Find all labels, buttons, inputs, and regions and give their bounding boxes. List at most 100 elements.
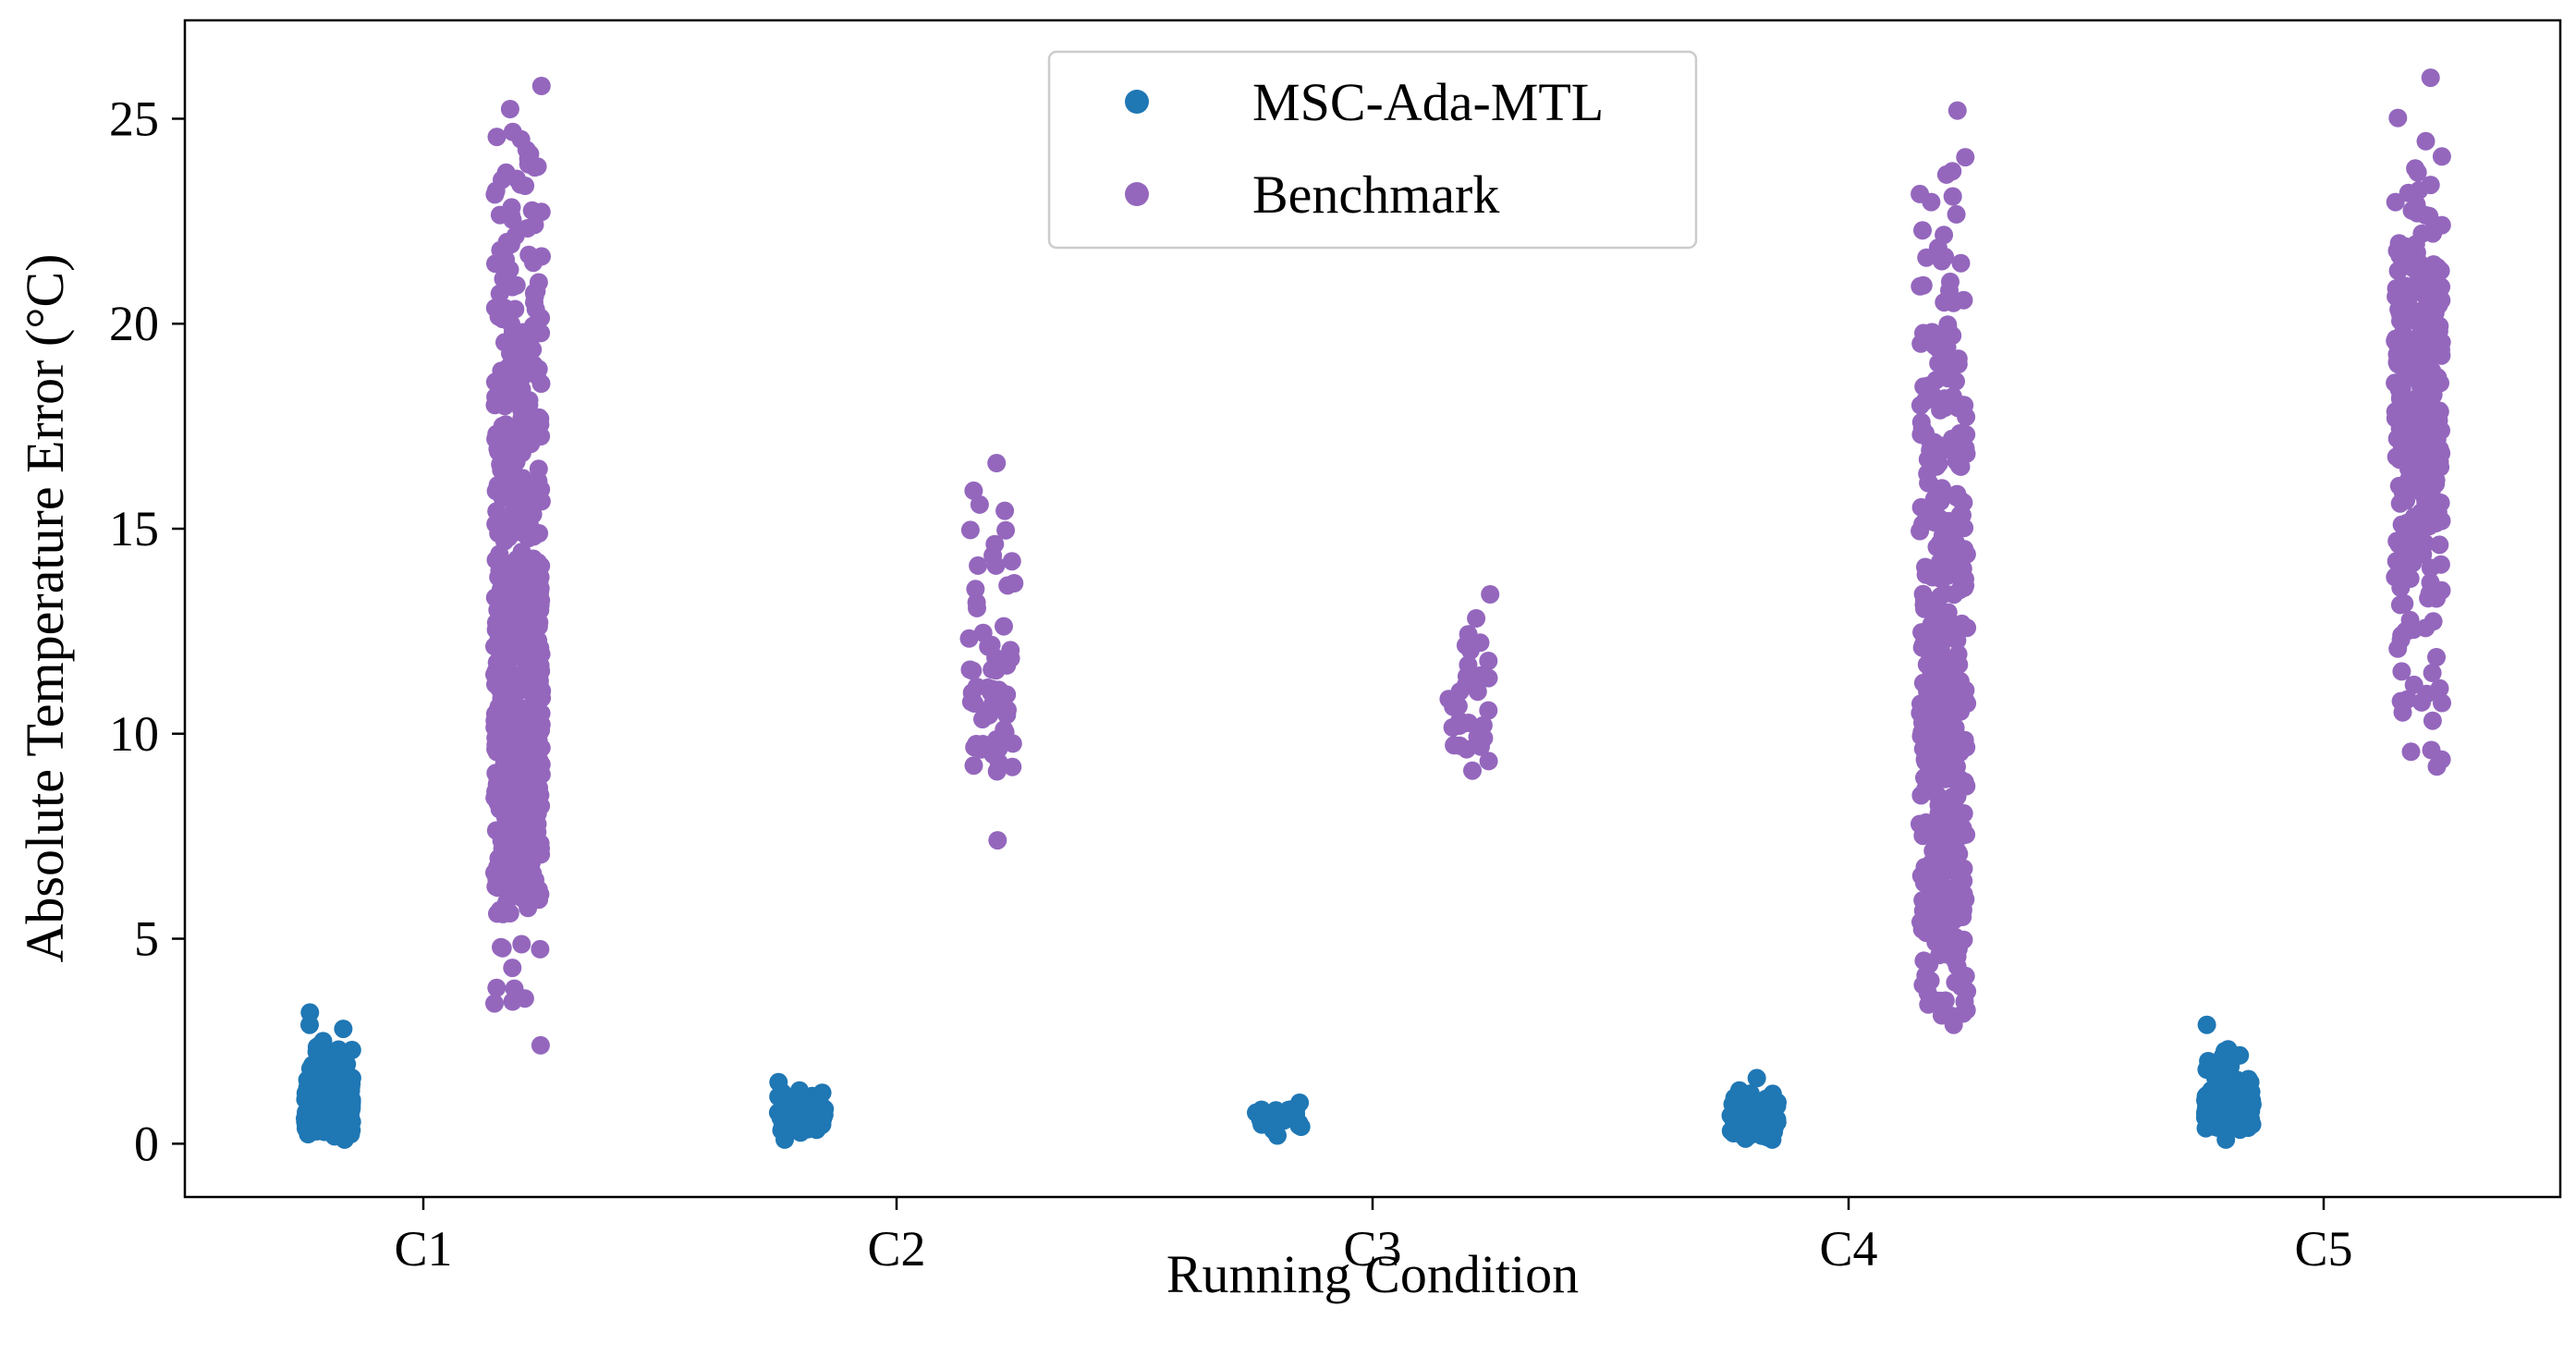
point-benchmark-c2 (960, 520, 980, 540)
point-benchmark-c2 (967, 678, 986, 697)
point-benchmark-c4 (1935, 247, 1955, 266)
point-benchmark-c4 (1944, 1015, 1963, 1034)
point-benchmark-c2 (995, 617, 1013, 636)
point-benchmark-c2 (983, 695, 1002, 715)
point-benchmark-c5 (2421, 573, 2440, 592)
point-benchmark-c4 (1948, 644, 1968, 664)
legend-marker-benchmark (1125, 182, 1149, 206)
point-benchmark-c5 (2422, 740, 2441, 760)
point-benchmark-c1 (523, 618, 543, 637)
point-benchmark-c1 (490, 698, 509, 717)
point-benchmark-c1 (507, 881, 527, 900)
point-benchmark-c4 (1948, 355, 1968, 373)
point-benchmark-c5 (2409, 468, 2428, 486)
point-benchmark-c1 (487, 978, 507, 997)
legend-label-msc-ada-mtl: MSC-Ada-MTL (1252, 72, 1604, 132)
y-tick-label-25: 25 (109, 91, 159, 146)
point-msc-ada-mtl-c2 (810, 1088, 828, 1107)
point-benchmark-c4 (1943, 788, 1962, 807)
point-msc-ada-mtl-c4 (1747, 1069, 1766, 1088)
point-msc-ada-mtl-c1 (305, 1112, 324, 1131)
point-benchmark-c4 (1958, 982, 1977, 1001)
point-benchmark-c4 (1929, 354, 1948, 373)
point-benchmark-c1 (497, 232, 517, 251)
point-benchmark-c1 (511, 751, 531, 770)
point-msc-ada-mtl-c2 (787, 1097, 806, 1117)
point-msc-ada-mtl-c1 (331, 1049, 350, 1069)
point-benchmark-c1 (531, 309, 551, 327)
point-benchmark-c1 (524, 549, 543, 568)
point-msc-ada-mtl-c3 (1252, 1113, 1272, 1132)
point-benchmark-c1 (529, 273, 548, 292)
point-benchmark-c5 (2417, 684, 2436, 703)
legend: MSC-Ada-MTL Benchmark (1047, 50, 1698, 250)
point-benchmark-c5 (2432, 147, 2451, 166)
point-benchmark-c1 (485, 994, 504, 1013)
point-benchmark-c1 (496, 808, 515, 827)
point-benchmark-c2 (988, 831, 1007, 850)
point-msc-ada-mtl-c1 (300, 1015, 319, 1034)
point-benchmark-c2 (987, 454, 1007, 472)
point-benchmark-c2 (995, 501, 1015, 520)
point-benchmark-c4 (1940, 281, 1959, 300)
point-benchmark-c2 (1002, 552, 1021, 571)
point-benchmark-c5 (2392, 662, 2411, 681)
point-benchmark-c4 (1947, 484, 1967, 504)
point-msc-ada-mtl-c1 (335, 1130, 354, 1149)
point-benchmark-c3 (1479, 652, 1498, 670)
y-axis-title: Absolute Temperature Error (°C) (15, 254, 75, 963)
point-benchmark-c1 (485, 299, 505, 318)
point-benchmark-c1 (486, 550, 506, 569)
point-benchmark-c3 (1479, 751, 1498, 771)
point-benchmark-c4 (1943, 187, 1962, 206)
point-benchmark-c2 (969, 556, 988, 575)
point-benchmark-c1 (524, 527, 543, 546)
point-benchmark-c4 (1930, 661, 1949, 680)
point-benchmark-c5 (2395, 594, 2414, 613)
point-benchmark-c1 (485, 396, 505, 415)
point-benchmark-c1 (531, 202, 551, 222)
point-benchmark-c1 (487, 128, 507, 147)
point-benchmark-c2 (996, 520, 1016, 540)
point-benchmark-c1 (510, 732, 530, 751)
point-msc-ada-mtl-c3 (1290, 1093, 1310, 1112)
point-benchmark-c4 (1925, 638, 1945, 656)
point-benchmark-c5 (2421, 558, 2440, 578)
point-benchmark-c4 (1912, 920, 1932, 939)
point-benchmark-c4 (1957, 1000, 1976, 1020)
point-benchmark-c2 (959, 629, 979, 648)
point-benchmark-c5 (2418, 426, 2436, 446)
point-benchmark-c1 (490, 205, 509, 225)
point-benchmark-c5 (2423, 404, 2443, 423)
point-benchmark-c5 (2386, 409, 2405, 428)
point-benchmark-c1 (491, 566, 510, 584)
point-benchmark-c4 (1913, 221, 1932, 240)
point-msc-ada-mtl-c5 (2218, 1040, 2238, 1059)
point-benchmark-c3 (1448, 696, 1468, 715)
point-benchmark-c4 (1913, 891, 1933, 910)
point-benchmark-c5 (2411, 532, 2431, 552)
point-benchmark-c1 (531, 77, 551, 95)
point-benchmark-c5 (2402, 429, 2422, 448)
y-tick-label-0: 0 (134, 1116, 159, 1171)
point-benchmark-c4 (1911, 334, 1931, 353)
point-benchmark-c4 (1911, 396, 1930, 415)
point-benchmark-c4 (1928, 881, 1947, 900)
point-benchmark-c4 (1911, 786, 1931, 805)
point-benchmark-c2 (968, 598, 986, 617)
point-msc-ada-mtl-c5 (2214, 1113, 2232, 1132)
axes-layer: 0 5 10 15 20 25 C1 C2 C3 C4 C5 (109, 91, 2353, 1276)
point-benchmark-c1 (514, 852, 533, 872)
point-benchmark-c2 (993, 731, 1012, 751)
point-benchmark-c1 (503, 277, 522, 297)
point-benchmark-c3 (1481, 585, 1500, 604)
point-benchmark-c4 (1932, 934, 1951, 953)
point-benchmark-c1 (496, 421, 516, 441)
point-benchmark-c1 (500, 605, 519, 624)
x-axis-title: Running Condition (1166, 1244, 1579, 1304)
point-benchmark-c5 (2396, 237, 2415, 256)
point-benchmark-c5 (2421, 68, 2440, 88)
point-benchmark-c5 (2417, 357, 2436, 376)
point-msc-ada-mtl-c4 (1763, 1130, 1782, 1149)
point-benchmark-c1 (499, 528, 519, 547)
